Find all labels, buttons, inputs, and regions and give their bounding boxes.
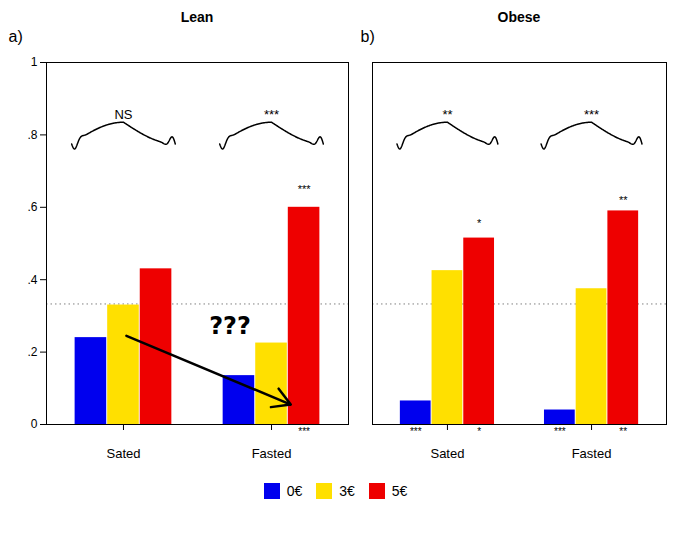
html-text:Obese: Obese [497,9,541,25]
svg-text:0: 0 [31,417,38,431]
svg-text:.4: .4 [27,273,37,287]
svg-text:Fasted: Fasted [572,446,612,461]
svg-text:***: *** [410,426,422,437]
html-text:0€: 0€ [286,482,303,499]
svg-text:***: *** [298,426,310,437]
svg-text:.2: .2 [27,345,37,359]
svg-text:***: *** [298,183,312,195]
svg-text:???: ??? [209,312,251,340]
svg-text:***: *** [554,426,566,437]
svg-text:a): a) [9,28,23,45]
svg-text:***: *** [264,107,279,122]
svg-text:Sated: Sated [106,446,140,461]
svg-text:.6: .6 [27,200,37,214]
html-text:3€: 3€ [339,482,355,499]
svg-text:**: ** [442,107,452,122]
html-text:5€: 5€ [391,482,408,499]
svg-text:NS: NS [114,107,132,122]
svg-text:Fasted: Fasted [252,446,292,461]
svg-text:Sated: Sated [430,446,464,461]
svg-text:1: 1 [31,55,38,69]
svg-text:**: ** [619,426,627,437]
svg-text:*: * [477,426,481,437]
svg-text:.8: .8 [27,128,37,142]
svg-text:**: ** [619,194,628,206]
svg-text:b): b) [361,28,375,45]
html-text:Lean: Lean [180,9,214,25]
svg-text:*: * [477,217,482,229]
svg-text:***: *** [584,107,599,122]
